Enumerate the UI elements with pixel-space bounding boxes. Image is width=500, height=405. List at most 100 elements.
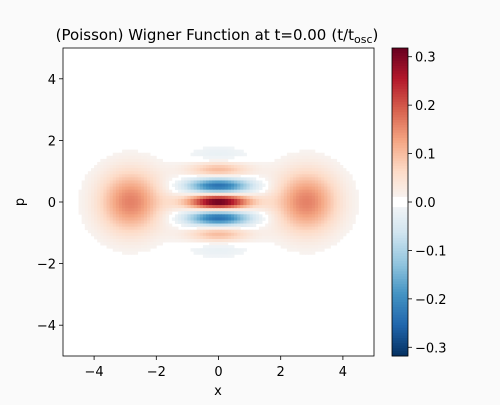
heatmap-cell bbox=[252, 220, 257, 224]
heatmap-cell bbox=[90, 174, 95, 178]
heatmap-cell bbox=[286, 211, 291, 215]
heatmap-cell bbox=[140, 202, 145, 206]
heatmap-cell bbox=[218, 149, 223, 154]
heatmap-cell bbox=[286, 161, 291, 166]
heatmap-cell bbox=[159, 183, 163, 187]
heatmap-cell bbox=[318, 238, 322, 243]
heatmap-cell bbox=[184, 220, 188, 224]
heatmap-cell bbox=[122, 248, 126, 252]
heatmap-cell bbox=[156, 180, 160, 184]
heatmap-cell bbox=[227, 155, 232, 160]
heatmap-cell bbox=[143, 202, 148, 206]
heatmap-cell bbox=[153, 192, 157, 197]
heatmap-cell bbox=[168, 177, 173, 181]
heatmap-cell bbox=[308, 149, 313, 154]
heatmap-cell bbox=[308, 171, 313, 175]
heatmap-cell bbox=[143, 214, 148, 218]
heatmap-cell bbox=[215, 229, 219, 234]
heatmap-cell bbox=[109, 174, 114, 178]
heatmap-cell bbox=[202, 248, 207, 252]
heatmap-cell bbox=[333, 177, 338, 181]
x-tick-label: 0 bbox=[214, 365, 222, 380]
heatmap-cell bbox=[159, 220, 163, 224]
heatmap-cell bbox=[100, 168, 104, 172]
heatmap-cell bbox=[234, 149, 238, 154]
colorbar-segment bbox=[392, 71, 408, 75]
heatmap-cell bbox=[224, 161, 229, 166]
heatmap-cell bbox=[330, 202, 334, 206]
heatmap-cell bbox=[255, 168, 260, 172]
heatmap-cell bbox=[97, 211, 101, 215]
heatmap-cell bbox=[218, 245, 223, 249]
heatmap-cell bbox=[202, 165, 207, 169]
heatmap-cell bbox=[212, 232, 216, 237]
heatmap-cell bbox=[321, 232, 325, 237]
heatmap-cell bbox=[293, 235, 297, 240]
heatmap-cell bbox=[134, 251, 139, 255]
heatmap-cell bbox=[296, 248, 300, 252]
heatmap-cell bbox=[181, 195, 185, 200]
heatmap-cell bbox=[131, 177, 135, 181]
heatmap-cell bbox=[140, 226, 145, 231]
heatmap-cell bbox=[134, 165, 139, 169]
heatmap-cell bbox=[112, 214, 117, 218]
heatmap-cell bbox=[286, 158, 291, 163]
heatmap-cell bbox=[143, 192, 148, 197]
heatmap-cell bbox=[94, 198, 98, 203]
heatmap-cell bbox=[115, 205, 120, 209]
heatmap-cell bbox=[227, 248, 232, 252]
heatmap-cell bbox=[221, 229, 226, 234]
heatmap-cell bbox=[146, 189, 151, 194]
heatmap-cell bbox=[336, 226, 341, 231]
colorbar-segment bbox=[392, 99, 408, 103]
heatmap-cell bbox=[184, 214, 188, 218]
heatmap-cell bbox=[206, 202, 210, 206]
heatmap-cell bbox=[314, 217, 319, 221]
heatmap-cell bbox=[314, 161, 319, 166]
heatmap-cell bbox=[302, 211, 306, 215]
heatmap-cell bbox=[202, 168, 207, 172]
heatmap-cell bbox=[274, 180, 278, 184]
heatmap-cell bbox=[150, 183, 154, 187]
heatmap-cell bbox=[103, 223, 107, 228]
heatmap-cell bbox=[339, 205, 344, 209]
heatmap-cell bbox=[153, 183, 157, 187]
heatmap-cell bbox=[171, 192, 176, 197]
heatmap-cell bbox=[146, 171, 151, 175]
heatmap-cell bbox=[243, 186, 247, 191]
heatmap-cell bbox=[106, 217, 111, 221]
heatmap-cell bbox=[87, 208, 92, 212]
heatmap-cell bbox=[237, 217, 241, 221]
heatmap-cell bbox=[246, 223, 250, 228]
heatmap-cell bbox=[140, 152, 145, 157]
heatmap-cell bbox=[240, 248, 244, 252]
heatmap-cell bbox=[302, 189, 306, 194]
heatmap-cell bbox=[162, 208, 167, 212]
heatmap-cell bbox=[346, 220, 350, 224]
heatmap-cell bbox=[112, 242, 117, 246]
heatmap-cell bbox=[224, 211, 229, 215]
heatmap-cell bbox=[162, 217, 167, 221]
heatmap-cell bbox=[90, 180, 95, 184]
heatmap-cell bbox=[128, 158, 132, 163]
heatmap-cell bbox=[339, 217, 344, 221]
heatmap-cell bbox=[218, 183, 223, 187]
heatmap-cell bbox=[246, 183, 250, 187]
heatmap-cell bbox=[128, 232, 132, 237]
heatmap-cell bbox=[125, 251, 129, 255]
heatmap-cell bbox=[134, 223, 139, 228]
heatmap-cell bbox=[280, 165, 285, 169]
heatmap-cell bbox=[314, 220, 319, 224]
heatmap-cell bbox=[187, 220, 191, 224]
heatmap-cell bbox=[159, 171, 163, 175]
heatmap-cell bbox=[277, 192, 282, 197]
heatmap-cell bbox=[168, 208, 173, 212]
colorbar-segment bbox=[392, 317, 408, 321]
heatmap-cell bbox=[280, 177, 285, 181]
heatmap-cell bbox=[137, 211, 142, 215]
colorbar-segment bbox=[392, 281, 408, 285]
heatmap-cell bbox=[190, 208, 195, 212]
heatmap-cell bbox=[218, 229, 223, 234]
heatmap-cell bbox=[78, 208, 83, 212]
heatmap-cell bbox=[296, 202, 300, 206]
